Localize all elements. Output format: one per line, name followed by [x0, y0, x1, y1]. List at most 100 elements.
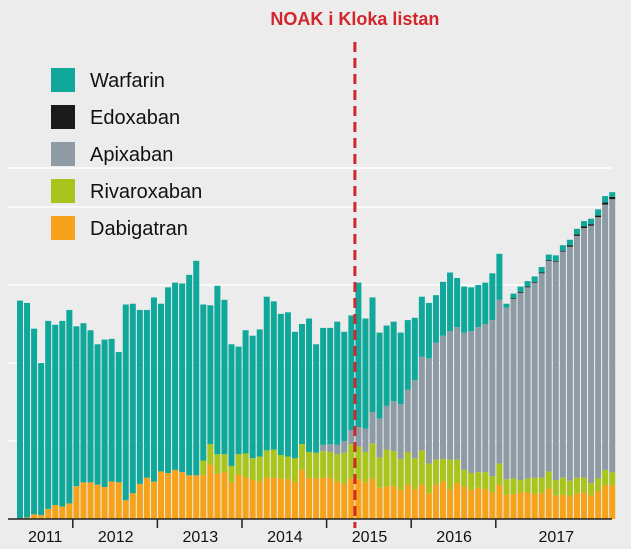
bar-segment-rivaroxaban — [454, 459, 461, 484]
bar-segment-apixaban — [369, 412, 376, 444]
bar-segment-warfarin — [284, 312, 291, 457]
bar-segment-apixaban — [461, 332, 468, 470]
bar-segment-apixaban — [418, 356, 425, 451]
bar-segment-dabigatran — [454, 483, 461, 519]
bar-segment-dabigatran — [362, 482, 369, 519]
bar-segment-apixaban — [602, 204, 609, 470]
bar-segment-apixaban — [440, 335, 446, 459]
bar-segment-rivaroxaban — [369, 443, 376, 479]
bar-segment-dabigatran — [411, 489, 418, 519]
legend-label-edoxaban: Edoxaban — [90, 107, 180, 129]
bar-segment-dabigatran — [73, 486, 80, 519]
bar-segment-edoxaban — [545, 260, 552, 261]
bar-segment-rivaroxaban — [496, 463, 503, 485]
bar-segment-rivaroxaban — [207, 444, 214, 465]
legend-label-rivaroxaban: Rivaroxaban — [90, 181, 202, 203]
legend-label-warfarin: Warfarin — [90, 70, 165, 92]
bar-segment-warfarin — [200, 304, 207, 461]
bar-segment-warfarin — [482, 282, 489, 324]
bar-segment-dabigatran — [214, 473, 221, 519]
bar-segment-warfarin — [45, 320, 52, 509]
bar-segment-warfarin — [411, 317, 418, 381]
legend-label-apixaban: Apixaban — [90, 144, 173, 166]
bar-segment-dabigatran — [165, 472, 172, 519]
bar-segment-apixaban — [531, 282, 538, 478]
bar-segment-apixaban — [595, 217, 602, 479]
bar-segment-rivaroxaban — [588, 483, 595, 496]
bar-segment-warfarin — [573, 228, 580, 235]
bar-segment-dabigatran — [172, 469, 179, 519]
bar-segment-apixaban — [552, 261, 559, 480]
bar-segment-apixaban — [538, 273, 545, 478]
bar-segment-dabigatran — [101, 487, 108, 519]
bar-segment-apixaban — [475, 327, 482, 473]
bar-segment-warfarin — [122, 304, 129, 501]
bar-segment-apixaban — [404, 389, 411, 452]
bar-segment-dabigatran — [284, 479, 291, 519]
bar-segment-rivaroxaban — [242, 453, 249, 477]
bar-segment-apixaban — [454, 327, 461, 460]
bar-segment-warfarin — [390, 321, 397, 402]
bar-segment-rivaroxaban — [355, 446, 362, 480]
bar-segment-rivaroxaban — [552, 480, 559, 496]
bar-segment-rivaroxaban — [362, 451, 369, 483]
legend-swatch-dabigatran — [51, 216, 75, 240]
bar-segment-rivaroxaban — [390, 451, 397, 487]
bar-segment-apixaban — [581, 228, 587, 478]
bar-segment-dabigatran — [263, 477, 270, 519]
bar-segment-warfarin — [52, 324, 59, 505]
bar-segment-apixaban — [355, 426, 362, 447]
bar-segment-rivaroxaban — [270, 449, 277, 478]
bar-segment-dabigatran — [306, 477, 313, 519]
bar-segment-warfarin — [256, 329, 263, 457]
bar-segment-dabigatran — [80, 482, 87, 519]
bar-segment-dabigatran — [475, 487, 482, 519]
bar-segment-dabigatran — [122, 500, 129, 519]
legend-swatch-warfarin — [51, 68, 75, 92]
bar-segment-warfarin — [581, 221, 587, 227]
bar-segment-dabigatran — [136, 483, 143, 519]
year-label: 2016 — [436, 529, 472, 546]
bar-segment-warfarin — [489, 273, 496, 321]
x-axis-band — [0, 519, 631, 549]
bar-segment-dabigatran — [256, 481, 263, 519]
bar-segment-dabigatran — [299, 469, 305, 519]
bar-segment-warfarin — [193, 260, 200, 476]
bar-segment-warfarin — [73, 326, 80, 487]
bar-segment-dabigatran — [24, 517, 31, 519]
bar-segment-dabigatran — [31, 514, 38, 519]
bar-segment-dabigatran — [87, 482, 94, 519]
bar-segment-rivaroxaban — [256, 456, 263, 482]
bar-segment-dabigatran — [588, 495, 595, 519]
bar-segment-dabigatran — [313, 478, 320, 519]
year-label: 2017 — [539, 529, 575, 546]
bar-segment-dabigatran — [461, 487, 468, 519]
bar-segment-rivaroxaban — [566, 480, 573, 497]
bar-segment-dabigatran — [235, 474, 242, 519]
bar-segment-dabigatran — [52, 504, 59, 519]
bar-segment-rivaroxaban — [411, 458, 418, 490]
bar-segment-warfarin — [17, 300, 23, 519]
bar-segment-warfarin — [101, 339, 108, 488]
bar-segment-apixaban — [559, 251, 566, 478]
bar-segment-apixaban — [362, 428, 369, 452]
bar-segment-edoxaban — [524, 286, 531, 288]
bar-segment-dabigatran — [538, 493, 545, 519]
bar-segment-dabigatran — [38, 515, 45, 519]
bar-segment-warfarin — [425, 302, 432, 359]
bar-segment-dabigatran — [158, 471, 164, 519]
bar-segment-edoxaban — [559, 250, 566, 252]
bar-segment-warfarin — [136, 309, 143, 484]
bar-segment-apixaban — [496, 299, 503, 464]
bar-segment-apixaban — [390, 401, 397, 452]
bar-segment-rivaroxaban — [468, 472, 475, 491]
bar-segment-rivaroxaban — [277, 455, 284, 479]
bar-segment-rivaroxaban — [461, 469, 468, 488]
bar-segment-warfarin — [277, 313, 284, 456]
bar-segment-rivaroxaban — [559, 477, 566, 495]
bar-segment-edoxaban — [552, 260, 559, 262]
bar-segment-warfarin — [454, 277, 461, 328]
bar-segment-dabigatran — [228, 482, 235, 519]
bar-segment-dabigatran — [552, 495, 559, 519]
